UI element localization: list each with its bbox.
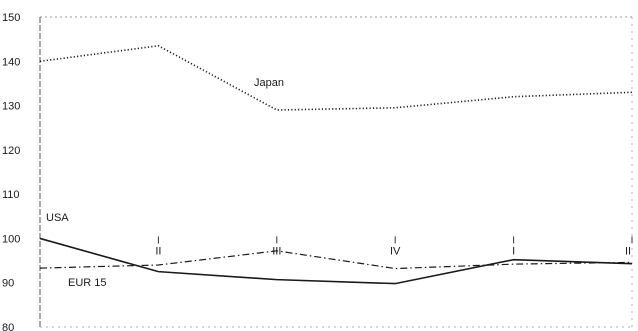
series-label-japan: Japan	[254, 77, 284, 89]
y-tick-label: 110	[2, 189, 20, 201]
series-line-usa	[39, 237, 633, 285]
x-quarter-label: III	[272, 245, 281, 257]
y-tick-label: 140	[2, 56, 20, 68]
series-lines	[39, 44, 633, 285]
x-quarter-label: IV	[390, 245, 401, 257]
x-quarter-label: II	[155, 245, 161, 257]
y-tick-label: 90	[2, 278, 14, 290]
x-quarter-label: II	[625, 245, 631, 257]
x-quarter-label: I	[512, 245, 515, 257]
series-label-usa: USA	[46, 212, 69, 224]
y-tick-label: 120	[2, 145, 20, 157]
y-axis-ticks: 80 90 100 110 120 130 140 150	[2, 12, 20, 331]
y-tick-label: 130	[2, 101, 20, 113]
y-tick-label: 100	[2, 233, 20, 245]
x-axis-quarter-markers: II III IV I II	[155, 236, 633, 257]
y-tick-label: 80	[2, 322, 14, 331]
series-label-eur15: EUR 15	[68, 277, 107, 289]
y-tick-label: 150	[2, 12, 20, 24]
series-line-eur15	[39, 250, 633, 270]
series-line-japan	[39, 44, 633, 111]
